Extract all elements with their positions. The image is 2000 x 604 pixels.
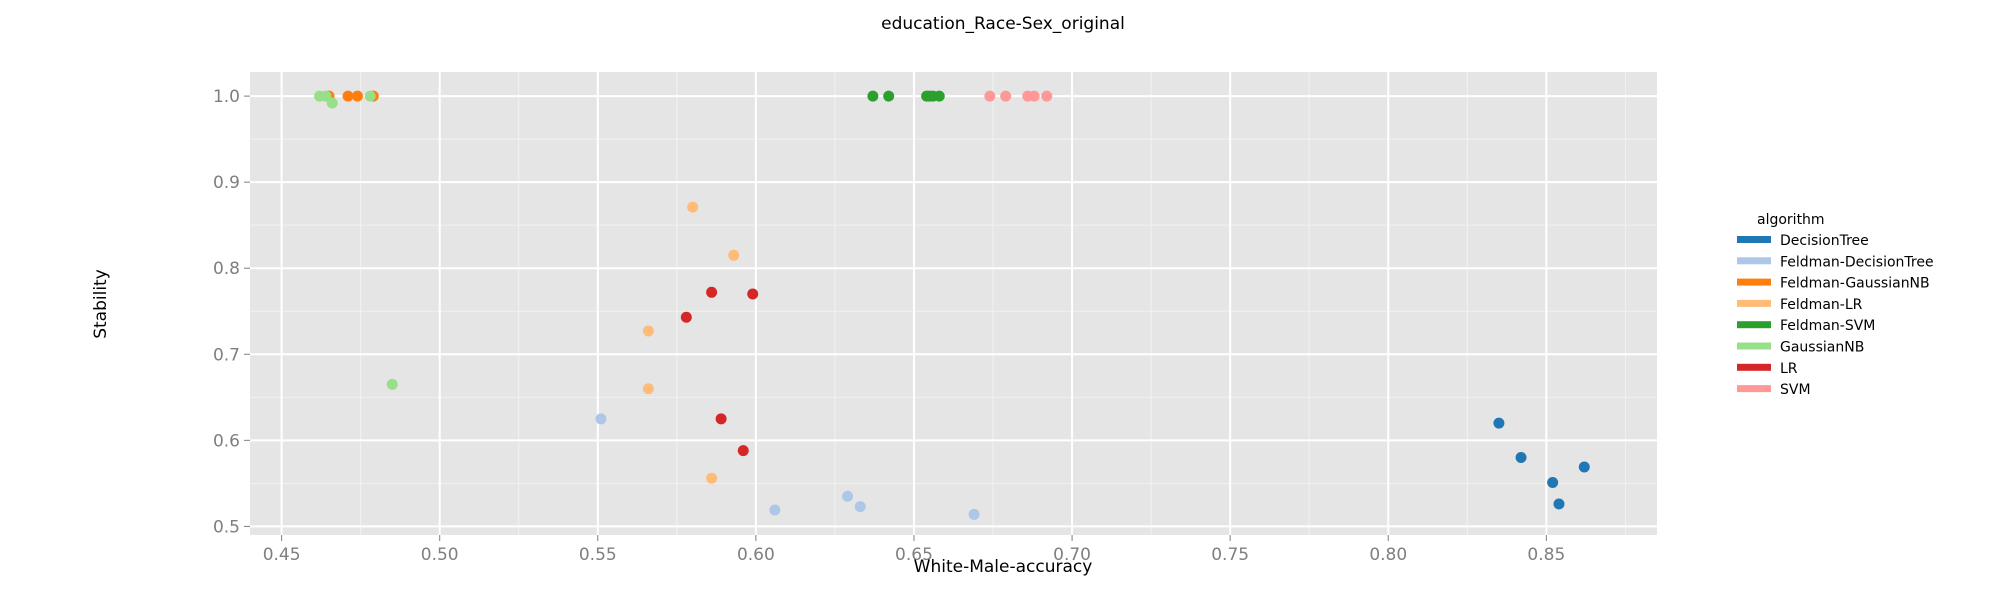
legend-label-lr: LR <box>1780 361 1798 377</box>
legend-label-feldman-decisiontree: Feldman-DecisionTree <box>1780 254 1934 270</box>
y-tick-label: 0.5 <box>213 517 240 537</box>
chart-title: education_Race-Sex_original <box>881 14 1125 34</box>
data-point-lr <box>706 286 718 298</box>
data-point-feldman-svm <box>867 90 879 102</box>
legend-label-feldman-svm: Feldman-SVM <box>1780 318 1875 334</box>
x-axis-ticks: 0.45 0.50 0.55 0.60 0.65 0.70 0.75 0.80 0.85 <box>263 535 1565 565</box>
legend-items: DecisionTree Feldman-DecisionTree Feldman-… <box>1737 233 1934 398</box>
data-point-lr <box>680 311 692 323</box>
x-tick-label: 0.75 <box>1211 545 1249 565</box>
legend-label-svm: SVM <box>1780 382 1811 398</box>
y-tick-label: 0.9 <box>213 173 240 193</box>
data-point-feldman-lr <box>642 325 654 337</box>
data-point-feldman-decisiontree <box>854 501 866 513</box>
data-point-feldman-decisiontree <box>842 490 854 502</box>
y-tick-label: 0.7 <box>213 345 240 365</box>
legend-swatch-feldman-svm <box>1737 321 1771 329</box>
legend-swatch-gaussiannb <box>1737 342 1771 350</box>
data-point-feldman-lr <box>706 472 718 484</box>
data-points <box>314 90 1590 520</box>
data-point-decisiontree <box>1515 452 1527 464</box>
data-point-feldman-svm <box>883 90 895 102</box>
legend-label-feldman-gaussiannb: Feldman-GaussianNB <box>1780 276 1930 292</box>
plot-area <box>250 72 1657 535</box>
x-tick-label: 0.45 <box>263 545 301 565</box>
legend-swatch-svm <box>1737 385 1771 393</box>
data-point-feldman-decisiontree <box>595 413 607 425</box>
data-point-decisiontree <box>1493 417 1505 429</box>
grid-lines <box>250 72 1657 535</box>
y-tick-label: 0.6 <box>213 431 240 451</box>
data-point-feldman-decisiontree <box>769 504 781 516</box>
legend-swatch-feldman-decisiontree <box>1737 257 1771 265</box>
legend-label-gaussiannb: GaussianNB <box>1780 340 1864 356</box>
data-point-decisiontree <box>1578 461 1590 473</box>
x-tick-label: 0.50 <box>421 545 459 565</box>
x-tick-label: 0.65 <box>895 545 933 565</box>
data-point-feldman-gaussiannb <box>352 90 364 102</box>
data-point-feldman-lr <box>728 249 740 261</box>
x-tick-label: 0.85 <box>1527 545 1565 565</box>
legend: algorithm DecisionTree Feldman-DecisionTr… <box>1737 212 1934 398</box>
data-point-feldman-gaussiannb <box>342 90 354 102</box>
data-point-decisiontree <box>1553 498 1565 510</box>
legend-title: algorithm <box>1757 212 1825 228</box>
data-point-svm <box>1041 90 1053 102</box>
y-tick-label: 1.0 <box>213 87 240 107</box>
data-point-feldman-decisiontree <box>968 508 980 520</box>
data-point-lr <box>715 413 727 425</box>
data-point-lr <box>747 288 759 300</box>
legend-swatch-feldman-gaussiannb <box>1737 278 1771 286</box>
y-axis-title: Stability <box>91 269 111 339</box>
data-point-gaussiannb <box>364 90 376 102</box>
data-point-decisiontree <box>1547 477 1559 489</box>
legend-swatch-lr <box>1737 363 1771 371</box>
data-point-lr <box>737 445 749 457</box>
y-tick-label: 0.8 <box>213 259 240 279</box>
data-point-feldman-lr <box>642 383 654 395</box>
x-axis-title: White-Male-accuracy <box>914 557 1093 577</box>
data-point-gaussiannb <box>326 97 338 109</box>
legend-label-feldman-lr: Feldman-LR <box>1780 297 1863 313</box>
data-point-gaussiannb <box>386 378 398 390</box>
data-point-svm <box>1000 90 1012 102</box>
data-point-svm <box>1028 90 1040 102</box>
y-axis-ticks: 0.5 0.6 0.7 0.8 0.9 1.0 <box>213 87 250 537</box>
legend-swatch-decisiontree <box>1737 236 1771 243</box>
legend-swatch-feldman-lr <box>1737 299 1771 307</box>
x-tick-label: 0.70 <box>1053 545 1091 565</box>
x-tick-label: 0.60 <box>737 545 775 565</box>
x-tick-label: 0.80 <box>1369 545 1407 565</box>
data-point-svm <box>984 90 996 102</box>
data-point-feldman-svm <box>933 90 945 102</box>
data-point-feldman-lr <box>687 201 699 213</box>
x-tick-label: 0.55 <box>579 545 617 565</box>
legend-label-decisiontree: DecisionTree <box>1780 233 1869 249</box>
